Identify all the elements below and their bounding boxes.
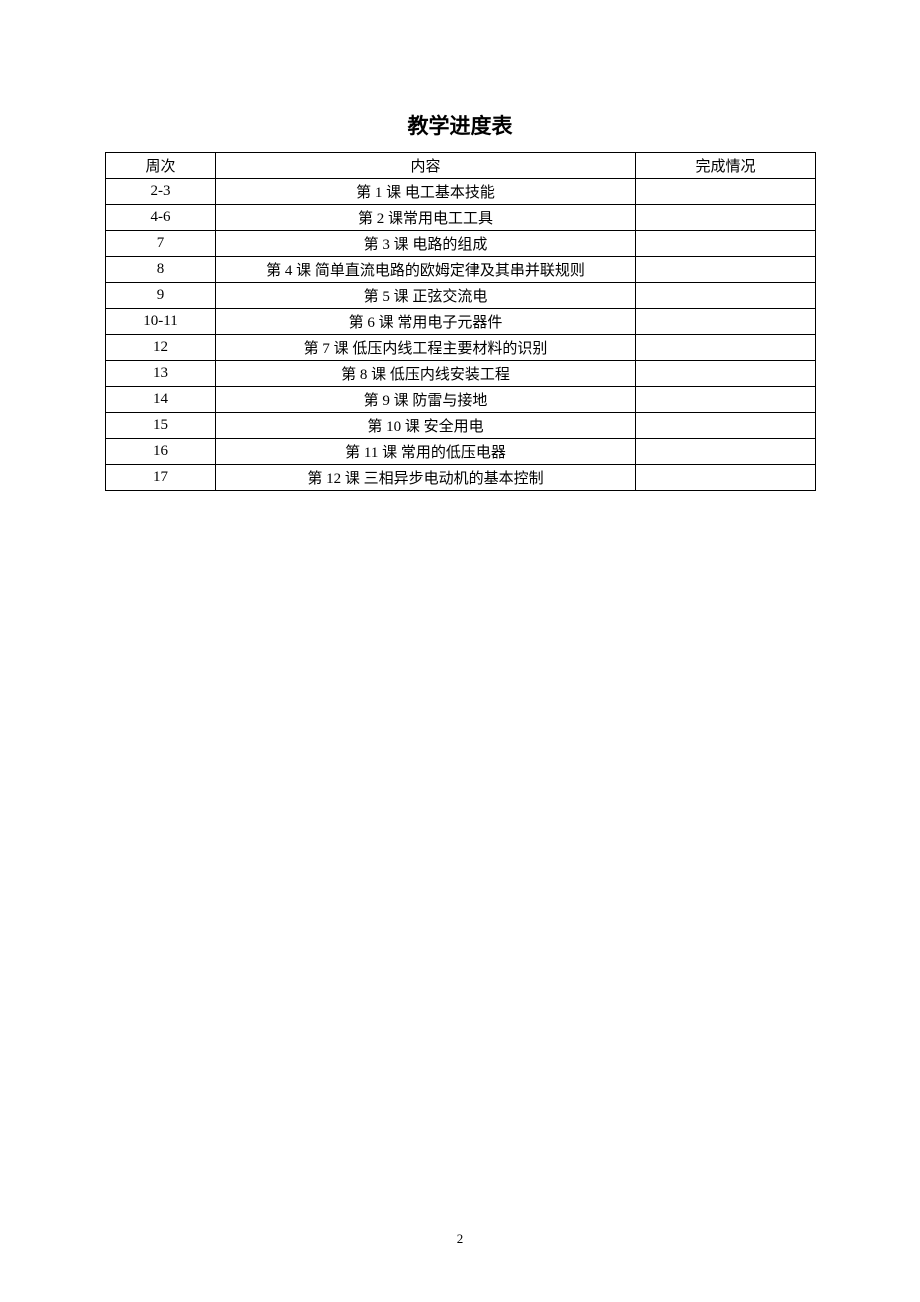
cell-week: 15 bbox=[106, 413, 216, 439]
table-row: 12 第 7 课 低压内线工程主要材料的识别 bbox=[106, 335, 816, 361]
table-row: 9 第 5 课 正弦交流电 bbox=[106, 283, 816, 309]
cell-content: 第 12 课 三相异步电动机的基本控制 bbox=[216, 465, 636, 491]
cell-week: 9 bbox=[106, 283, 216, 309]
cell-status bbox=[636, 205, 816, 231]
table-row: 13 第 8 课 低压内线安装工程 bbox=[106, 361, 816, 387]
cell-content: 第 2 课常用电工工具 bbox=[216, 205, 636, 231]
cell-content: 第 3 课 电路的组成 bbox=[216, 231, 636, 257]
cell-status bbox=[636, 335, 816, 361]
cell-week: 16 bbox=[106, 439, 216, 465]
cell-status bbox=[636, 387, 816, 413]
table-row: 10-11 第 6 课 常用电子元器件 bbox=[106, 309, 816, 335]
cell-content: 第 9 课 防雷与接地 bbox=[216, 387, 636, 413]
cell-status bbox=[636, 465, 816, 491]
cell-status bbox=[636, 439, 816, 465]
cell-content: 第 11 课 常用的低压电器 bbox=[216, 439, 636, 465]
cell-week: 10-11 bbox=[106, 309, 216, 335]
cell-content: 第 8 课 低压内线安装工程 bbox=[216, 361, 636, 387]
cell-content: 第 5 课 正弦交流电 bbox=[216, 283, 636, 309]
table-row: 4-6 第 2 课常用电工工具 bbox=[106, 205, 816, 231]
header-week: 周次 bbox=[106, 153, 216, 179]
header-content: 内容 bbox=[216, 153, 636, 179]
cell-week: 12 bbox=[106, 335, 216, 361]
table-row: 2-3 第 1 课 电工基本技能 bbox=[106, 179, 816, 205]
table-row: 8 第 4 课 简单直流电路的欧姆定律及其串并联规则 bbox=[106, 257, 816, 283]
cell-week: 13 bbox=[106, 361, 216, 387]
cell-status bbox=[636, 309, 816, 335]
table-row: 15 第 10 课 安全用电 bbox=[106, 413, 816, 439]
table-row: 14 第 9 课 防雷与接地 bbox=[106, 387, 816, 413]
page-title: 教学进度表 bbox=[105, 110, 815, 140]
cell-content: 第 1 课 电工基本技能 bbox=[216, 179, 636, 205]
cell-content: 第 7 课 低压内线工程主要材料的识别 bbox=[216, 335, 636, 361]
table-row: 7 第 3 课 电路的组成 bbox=[106, 231, 816, 257]
cell-status bbox=[636, 257, 816, 283]
table-row: 16 第 11 课 常用的低压电器 bbox=[106, 439, 816, 465]
page-number: 2 bbox=[0, 1231, 920, 1247]
cell-content: 第 4 课 简单直流电路的欧姆定律及其串并联规则 bbox=[216, 257, 636, 283]
cell-content: 第 10 课 安全用电 bbox=[216, 413, 636, 439]
cell-content: 第 6 课 常用电子元器件 bbox=[216, 309, 636, 335]
cell-week: 4-6 bbox=[106, 205, 216, 231]
table-header-row: 周次 内容 完成情况 bbox=[106, 153, 816, 179]
cell-week: 8 bbox=[106, 257, 216, 283]
cell-week: 2-3 bbox=[106, 179, 216, 205]
cell-status bbox=[636, 231, 816, 257]
schedule-table: 周次 内容 完成情况 2-3 第 1 课 电工基本技能 4-6 第 2 课常用电… bbox=[105, 152, 816, 491]
header-status: 完成情况 bbox=[636, 153, 816, 179]
table-row: 17 第 12 课 三相异步电动机的基本控制 bbox=[106, 465, 816, 491]
cell-status bbox=[636, 361, 816, 387]
cell-status bbox=[636, 179, 816, 205]
table-body: 2-3 第 1 课 电工基本技能 4-6 第 2 课常用电工工具 7 第 3 课… bbox=[106, 179, 816, 491]
cell-status bbox=[636, 413, 816, 439]
cell-week: 7 bbox=[106, 231, 216, 257]
cell-week: 14 bbox=[106, 387, 216, 413]
cell-week: 17 bbox=[106, 465, 216, 491]
page-container: 教学进度表 周次 内容 完成情况 2-3 第 1 课 电工基本技能 4-6 第 … bbox=[0, 0, 920, 491]
cell-status bbox=[636, 283, 816, 309]
